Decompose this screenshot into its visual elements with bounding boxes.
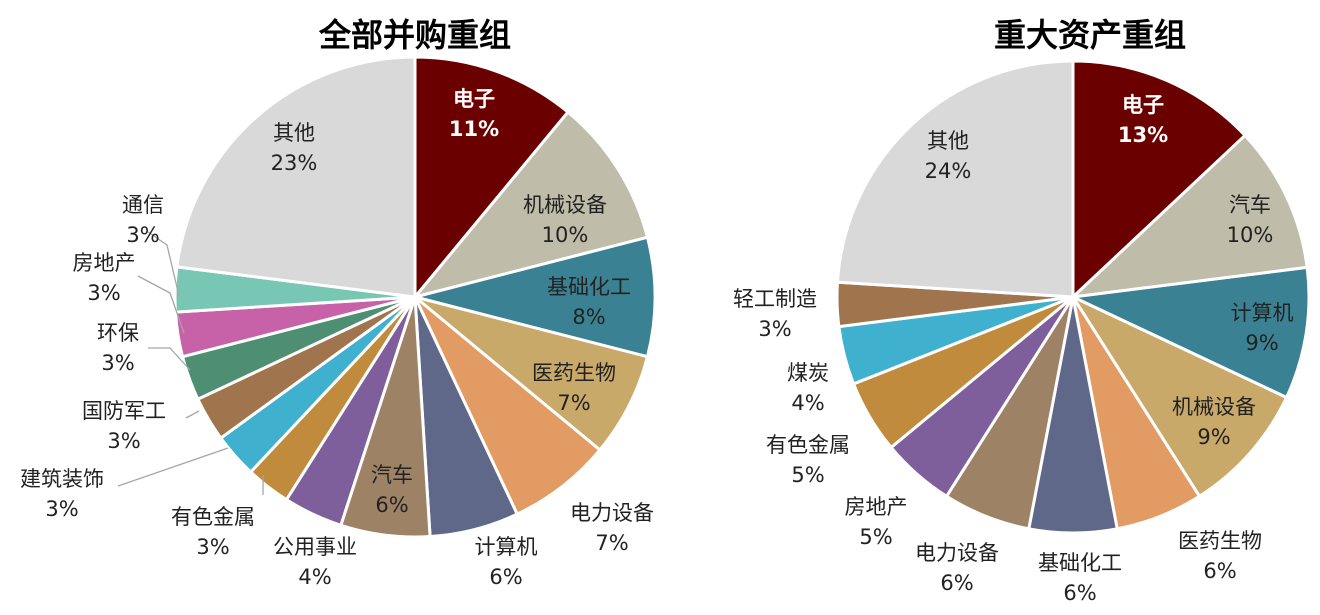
slice-label-name-1-7: 房地产 (845, 495, 908, 519)
slice-label-name-1-4: 医药生物 (1178, 529, 1262, 553)
pie-slice-0-4 (413, 295, 603, 517)
slice-label-value-1-4: 6% (1203, 559, 1236, 583)
slice-label-value-1-10: 3% (758, 317, 791, 341)
slice-label-value-0-14: 23% (271, 151, 318, 175)
slice-label-name-0-1: 机械设备 (523, 193, 607, 217)
slice-label-value-1-7: 5% (859, 525, 892, 549)
slice-label-name-0-10: 国防军工 (82, 399, 166, 423)
chart-title-all-ma: 全部并购重组 (318, 16, 511, 54)
slice-label-value-0-12: 3% (87, 281, 120, 305)
slice-label-value-1-8: 5% (791, 463, 824, 487)
slice-label-value-1-1: 10% (1227, 223, 1274, 247)
slice-label-name-0-0: 电子 (453, 87, 495, 111)
slice-label-name-1-9: 煤炭 (787, 361, 829, 385)
pie-slice-0-0 (413, 55, 571, 302)
slice-label-value-0-10: 3% (107, 429, 140, 453)
slice-label-value-1-2: 9% (1245, 331, 1278, 355)
slice-label-name-0-9: 建筑装饰 (20, 467, 104, 491)
slice-label-value-0-1: 10% (542, 223, 589, 247)
leader-line-0-12 (137, 275, 185, 334)
slice-label-name-1-11: 其他 (927, 129, 969, 153)
slice-label-name-1-6: 电力设备 (915, 541, 999, 565)
pie-slice-0-3 (414, 295, 650, 453)
slice-label-value-0-7: 4% (298, 565, 331, 589)
slice-label-value-0-11: 3% (101, 351, 134, 375)
slice-label-value-1-9: 4% (791, 391, 824, 415)
leader-line-0-13 (147, 231, 180, 297)
pie-slice-0-14 (175, 55, 417, 299)
slice-label-value-0-2: 8% (572, 305, 605, 329)
slice-label-value-0-0: 11% (449, 117, 499, 141)
slice-label-value-1-11: 24% (925, 159, 972, 183)
slice-label-name-0-4: 电力设备 (570, 501, 654, 525)
slice-label-value-0-9: 3% (45, 497, 78, 521)
slice-label-name-1-5: 基础化工 (1038, 551, 1122, 575)
slice-label-name-0-3: 医药生物 (532, 361, 616, 385)
slice-label-value-0-13: 3% (126, 223, 159, 247)
slice-label-name-0-5: 计算机 (475, 535, 538, 559)
pie-slice-1-1 (1068, 133, 1309, 300)
slice-label-name-1-8: 有色金属 (766, 433, 850, 457)
pie-slice-1-3 (1068, 293, 1289, 499)
slice-label-value-0-5: 6% (489, 565, 522, 589)
pie-slice-0-2 (414, 235, 657, 359)
slice-label-name-1-1: 汽车 (1229, 193, 1271, 217)
slice-label-name-0-2: 基础化工 (547, 275, 631, 299)
slice-label-name-1-10: 轻工制造 (733, 287, 817, 311)
slice-label-name-1-3: 机械设备 (1172, 395, 1256, 419)
slice-label-name-0-11: 环保 (97, 321, 139, 345)
leader-line-0-9 (117, 447, 229, 487)
slice-label-value-0-3: 7% (557, 391, 590, 415)
slice-label-name-1-2: 计算机 (1231, 301, 1294, 325)
pie-slice-1-11 (835, 59, 1075, 299)
slice-label-value-1-0: 13% (1118, 123, 1168, 147)
slice-label-name-1-0: 电子 (1122, 93, 1164, 117)
slice-label-name-0-12: 房地产 (73, 251, 136, 275)
pie-major-restructuring: 电子 13% 汽车 10% 计算机 9% 机械设备 9% 医药生物 6% 基础化工 6% 电力设备 6% 房… (733, 59, 1311, 605)
slice-label-name-0-8: 有色金属 (171, 505, 255, 529)
slice-label-name-0-7: 公用事业 (273, 535, 357, 559)
slice-label-value-1-3: 9% (1197, 425, 1230, 449)
pie-all-ma: 电子 11% 机械设备 10% 基础化工 8% 医药生物 7% 电力设备 7% 计算机 6% 汽车 6% 公… (20, 55, 657, 589)
pie-slice-1-0 (1071, 59, 1248, 301)
pie-slice-1-2 (1067, 265, 1311, 400)
slice-label-value-0-8: 3% (196, 535, 229, 559)
leader-line-0-11 (148, 347, 191, 371)
slice-label-value-0-6: 6% (375, 493, 408, 517)
slice-label-value-1-6: 6% (940, 571, 973, 595)
chart-title-major-restructuring: 重大资产重组 (994, 16, 1186, 54)
slice-label-value-0-4: 7% (595, 531, 628, 555)
slice-label-name-0-6: 汽车 (371, 463, 413, 487)
leader-line-0-10 (185, 410, 200, 419)
slice-label-value-1-5: 6% (1063, 581, 1096, 605)
slice-label-name-0-14: 其他 (273, 121, 315, 145)
slice-label-name-0-13: 通信 (122, 193, 164, 217)
